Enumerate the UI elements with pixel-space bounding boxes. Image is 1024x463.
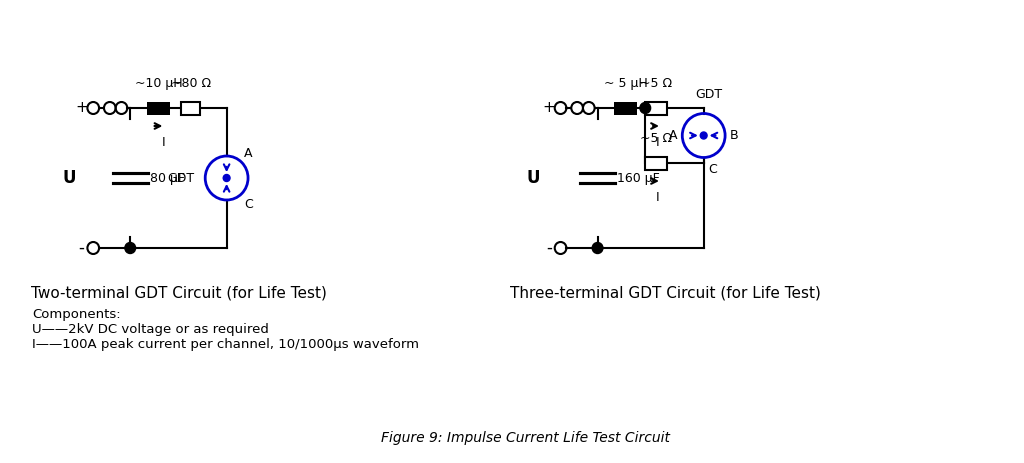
Text: I: I <box>656 191 659 204</box>
Bar <box>181 101 201 114</box>
Text: Figure 9: Impulse Current Life Test Circuit: Figure 9: Impulse Current Life Test Circ… <box>381 431 670 445</box>
Bar <box>146 101 170 114</box>
Text: +: + <box>75 100 88 115</box>
Text: A: A <box>669 129 678 142</box>
Text: +: + <box>543 100 555 115</box>
Text: Two-terminal GDT Circuit (for Life Test): Two-terminal GDT Circuit (for Life Test) <box>31 286 327 301</box>
Circle shape <box>125 243 135 254</box>
Text: GDT: GDT <box>167 171 195 184</box>
Text: A: A <box>244 146 253 159</box>
Text: 80 μF: 80 μF <box>150 171 184 184</box>
Text: Components:
U——2kV DC voltage or as required
I——100A peak current per channel, 1: Components: U——2kV DC voltage or as requ… <box>32 308 419 351</box>
Text: C: C <box>709 163 717 175</box>
Bar <box>614 101 638 114</box>
Text: ~5 Ω: ~5 Ω <box>640 77 672 90</box>
Circle shape <box>592 243 603 254</box>
Text: C: C <box>244 198 253 211</box>
Text: -: - <box>546 239 552 257</box>
Circle shape <box>640 102 650 113</box>
Text: ~5 Ω: ~5 Ω <box>640 132 672 145</box>
Text: 160 μF: 160 μF <box>617 171 659 184</box>
Text: ~80 Ω: ~80 Ω <box>171 77 211 90</box>
Text: I: I <box>656 136 659 149</box>
Circle shape <box>700 132 708 139</box>
Text: B: B <box>730 129 738 142</box>
Text: I: I <box>162 136 165 149</box>
Text: Three-terminal GDT Circuit (for Life Test): Three-terminal GDT Circuit (for Life Tes… <box>510 286 821 301</box>
Bar <box>645 101 667 114</box>
Text: -: - <box>79 239 85 257</box>
Bar <box>645 156 667 169</box>
Text: GDT: GDT <box>695 88 722 101</box>
Text: U: U <box>526 169 540 187</box>
Text: ~10 μH: ~10 μH <box>135 77 182 90</box>
Text: U: U <box>62 169 76 187</box>
Text: ~ 5 μH: ~ 5 μH <box>604 77 647 90</box>
Circle shape <box>223 175 230 181</box>
